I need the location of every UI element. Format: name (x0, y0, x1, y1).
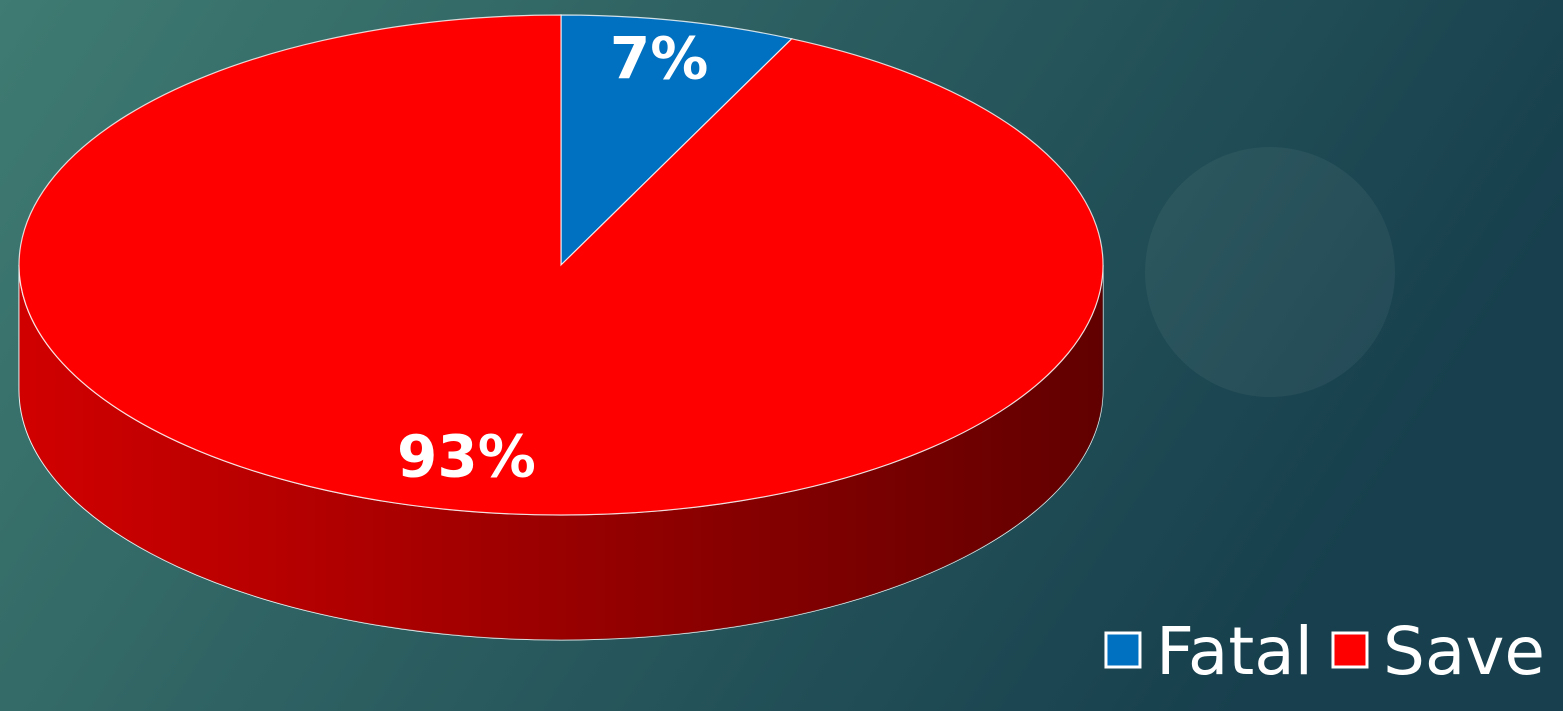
data-label: 93% (397, 422, 536, 490)
data-label: 7% (610, 25, 708, 93)
legend-swatch (1104, 631, 1142, 669)
side-shading (19, 265, 1103, 640)
legend-swatch (1331, 631, 1369, 669)
legend-label: Fatal (1156, 613, 1313, 690)
decoration (1145, 147, 1395, 397)
pie-slice (18, 14, 1104, 516)
pie-slice (560, 14, 793, 267)
legend-label: Save (1383, 613, 1545, 690)
